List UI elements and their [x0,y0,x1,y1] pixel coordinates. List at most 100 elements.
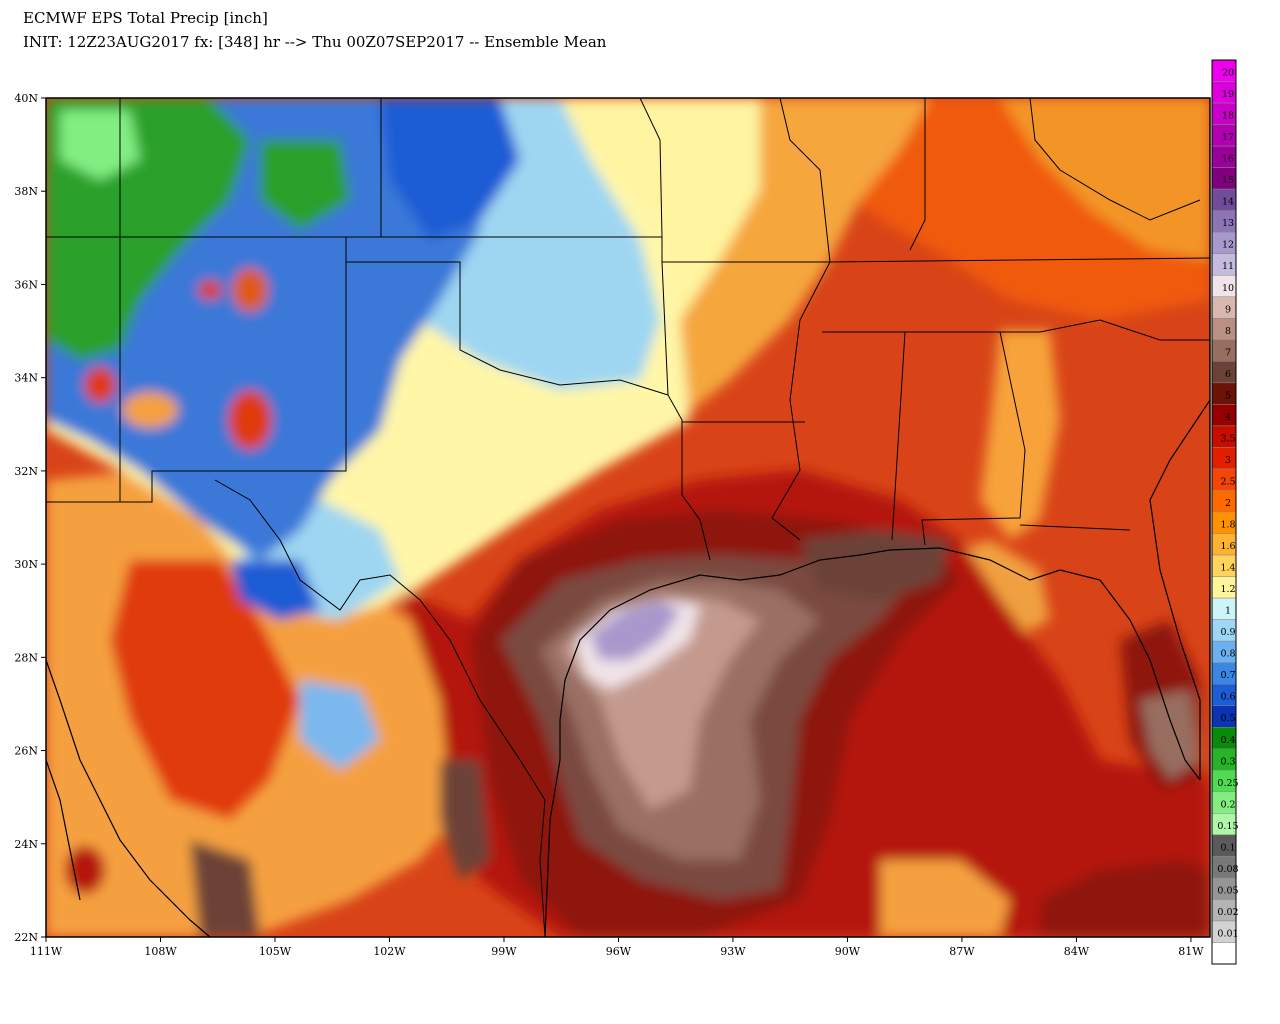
lon-tick-label: 96W [606,945,632,958]
lat-tick-label: 32N [14,465,38,478]
gulf-of-california-coast [46,659,211,937]
legend-label: 19 [1222,89,1234,100]
precip-area-nm-blob-1 [228,390,272,450]
boundary-ga-fl [1019,524,1131,531]
lon-tick-label: 87W [949,945,975,958]
legend-label: 2 [1225,498,1231,509]
boundary-mississippi-river [771,98,831,541]
legend-label: 2.5 [1220,476,1235,487]
lat-tick-label: 34N [14,372,38,385]
coastlines [46,399,1210,937]
precip-area-louisiana-brown [800,530,950,600]
legend-label: 20 [1222,68,1234,79]
lon-tick-label: 108W [144,945,177,958]
lat-tick-label: 24N [14,838,38,851]
legend-label: 0.08 [1217,864,1238,875]
lat-tick-label: 28N [14,651,38,664]
precip-area-nm-blob-3 [84,367,116,403]
legend-label: 0.1 [1220,842,1235,853]
legend-label: 0.3 [1220,756,1235,767]
legend-label: 15 [1222,175,1234,186]
precip-area-nuevo-leon-brown [440,760,490,880]
legend-label: 0.8 [1220,649,1235,660]
precip-field [46,98,1210,937]
legend-label: 12 [1222,240,1234,251]
precip-area-gulf-orange [880,860,1010,937]
precip-area-sierra-madre-brown [190,840,260,937]
precip-area-gulf-of-california-red [65,846,105,894]
legend-label: 4 [1225,412,1231,423]
boundary-texas-panhandle-red-river [346,261,669,396]
gulf-coastline [559,547,1201,781]
boundary-al-ga-fl [921,331,1026,546]
legend-label: 5 [1225,390,1231,401]
legend-label: 1.2 [1220,584,1235,595]
lon-tick-label: 111W [30,945,63,958]
lon-tick-label: 93W [720,945,746,958]
precip-area-nm-blob-2 [122,392,178,428]
legend-label: 17 [1222,132,1234,143]
legend-label: 3 [1225,455,1231,466]
precip-area-georgia-orange [980,330,1060,540]
legend-label: 1.6 [1220,541,1235,552]
precip-area-rockies-dark-blue [380,98,520,240]
boundary-ks-mo [639,98,663,238]
lat-tick-label: 36N [14,278,38,291]
lon-tick-label: 81W [1178,945,1204,958]
precip-area-nm-blob-4 [232,268,268,312]
legend-label: 18 [1222,111,1234,122]
precip-area-southeast-orange [1000,98,1210,260]
legend-label: 0.25 [1217,778,1238,789]
legend-label: 0.5 [1220,713,1235,724]
legend-label: 0.05 [1217,885,1238,896]
boundary-nc-sc [1039,319,1210,341]
precip-area-florida-brown [1140,690,1200,780]
mexico-gulf-coastline [544,720,561,937]
legend-label: 0.9 [1220,627,1235,638]
legend-swatch [1211,942,1237,965]
map-subtitle: INIT: 12Z23AUG2017 fx: [348] hr --> Thu … [23,33,607,51]
boundary-ms-al [891,331,906,541]
legend-label: 0.6 [1220,692,1235,703]
legend-label: 0.01 [1217,928,1238,939]
legend-label: 0.7 [1220,670,1235,681]
legend-label: 9 [1225,304,1231,315]
legend-label: 14 [1222,197,1234,208]
lon-tick-label: 102W [373,945,406,958]
lat-tick-label: 30N [14,558,38,571]
legend-label: 0.15 [1217,821,1238,832]
lon-tick-label: 105W [259,945,292,958]
lon-tick-label: 90W [835,945,861,958]
baja-coastline [46,759,81,901]
lat-tick-label: 38N [14,185,38,198]
legend-label: 16 [1222,154,1234,165]
lat-tick-label: 22N [14,931,38,944]
atlantic-coastline [1149,399,1210,780]
map-title: ECMWF EPS Total Precip [inch] [23,9,268,27]
legend-frame [1211,59,1237,965]
legend-label: 0.4 [1220,735,1235,746]
legend-label: 11 [1222,261,1234,272]
lat-tick-label: 40N [14,92,38,105]
legend-label: 6 [1225,369,1231,380]
boundary-rio-grande [214,479,546,937]
lon-tick-label: 84W [1064,945,1090,958]
legend-label: 13 [1222,218,1234,229]
boundary-tn-south [829,257,1210,263]
legend-label: 0.2 [1220,799,1235,810]
legend-label: 10 [1222,283,1234,294]
legend-label: 1 [1225,606,1231,617]
precip-area-sierra-red [110,560,300,820]
boundaries [46,98,1210,937]
boundary-il-in-ky [909,98,926,251]
precip-area-nm-blob-5 [198,280,222,300]
legend-label: 0.02 [1217,907,1238,918]
legend-label: 8 [1225,326,1231,337]
precip-area-front-range-green [260,140,350,230]
legend-label: 1.8 [1220,520,1235,531]
legend-label: 1.4 [1220,563,1235,574]
lon-tick-label: 99W [491,945,517,958]
legend-label: 3.5 [1220,433,1235,444]
